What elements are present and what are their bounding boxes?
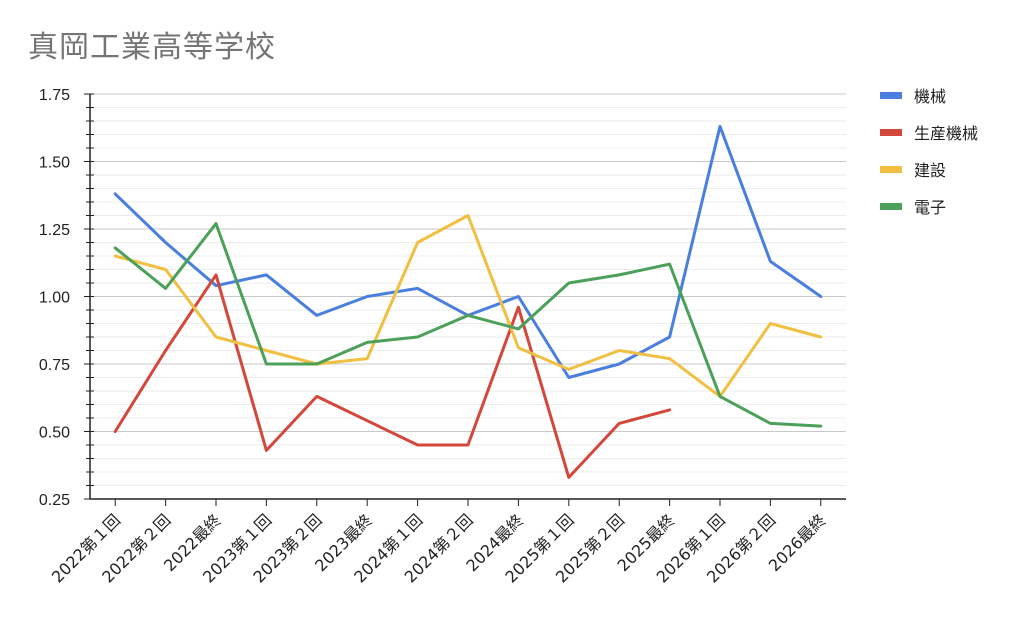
- legend-swatch: [880, 92, 902, 99]
- legend-swatch: [880, 129, 902, 136]
- y-tick-label: 0.75: [39, 357, 70, 374]
- grid-lines: [90, 93, 846, 486]
- series-line-3: [113, 222, 823, 428]
- y-tick-label: 1.50: [39, 155, 70, 172]
- legend-label: 建設: [914, 161, 946, 180]
- legend-item-1[interactable]: 生産機械: [880, 124, 978, 143]
- y-tick-label: 1.25: [39, 222, 70, 239]
- legend-swatch: [880, 166, 902, 173]
- chart-title: 真岡工業高等学校: [28, 30, 276, 65]
- series-line-1: [113, 273, 672, 479]
- y-tick-label: 0.25: [39, 492, 70, 509]
- legend-label: 生産機械: [914, 124, 978, 143]
- legend-label: 機械: [914, 87, 946, 106]
- y-tick-label: 1.00: [39, 290, 70, 307]
- legend-swatch: [880, 203, 902, 210]
- legend-label: 電子: [914, 198, 946, 217]
- legend-item-2[interactable]: 建設: [880, 161, 946, 180]
- series-line-2: [113, 214, 823, 398]
- series-lines: [113, 124, 823, 479]
- y-tick-label: 1.75: [39, 87, 70, 104]
- y-tick-label: 0.50: [39, 425, 70, 442]
- legend-item-3[interactable]: 電子: [880, 198, 946, 217]
- legend-item-0[interactable]: 機械: [880, 87, 946, 106]
